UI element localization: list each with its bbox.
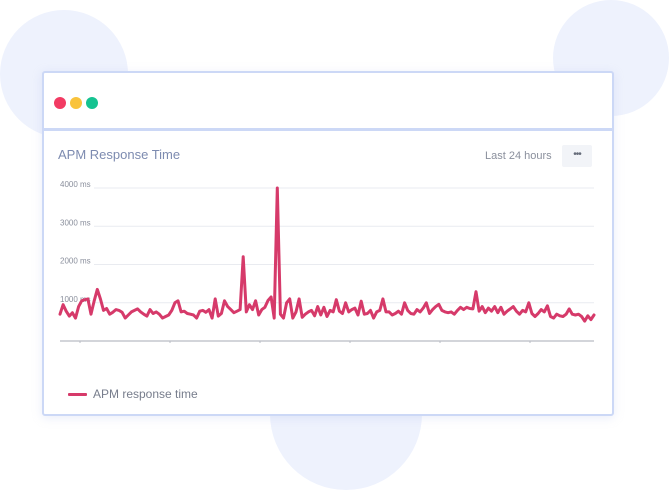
chart-legend[interactable]: APM response time — [68, 386, 198, 402]
panel-title: APM Response Time — [58, 147, 181, 162]
more-options-button[interactable]: ••• — [562, 145, 592, 167]
y-tick-label: 3000 ms — [60, 218, 91, 227]
y-tick-label: 2000 ms — [60, 257, 91, 266]
legend-swatch — [68, 392, 87, 396]
minimize-window-button[interactable] — [70, 97, 82, 109]
series-line — [58, 186, 596, 323]
more-horizontal-icon: ••• — [573, 149, 581, 160]
maximize-window-button[interactable] — [86, 97, 98, 109]
y-tick-label: 1000 ms — [60, 295, 91, 304]
window-titlebar — [44, 73, 612, 131]
browser-window: APM Response Time Last 24 hours ••• 1000… — [42, 71, 614, 416]
y-tick-label: 4000 ms — [60, 180, 91, 189]
close-window-button[interactable] — [54, 97, 66, 109]
legend-label: APM response time — [93, 387, 198, 401]
time-range-label[interactable]: Last 24 hours — [485, 150, 552, 162]
